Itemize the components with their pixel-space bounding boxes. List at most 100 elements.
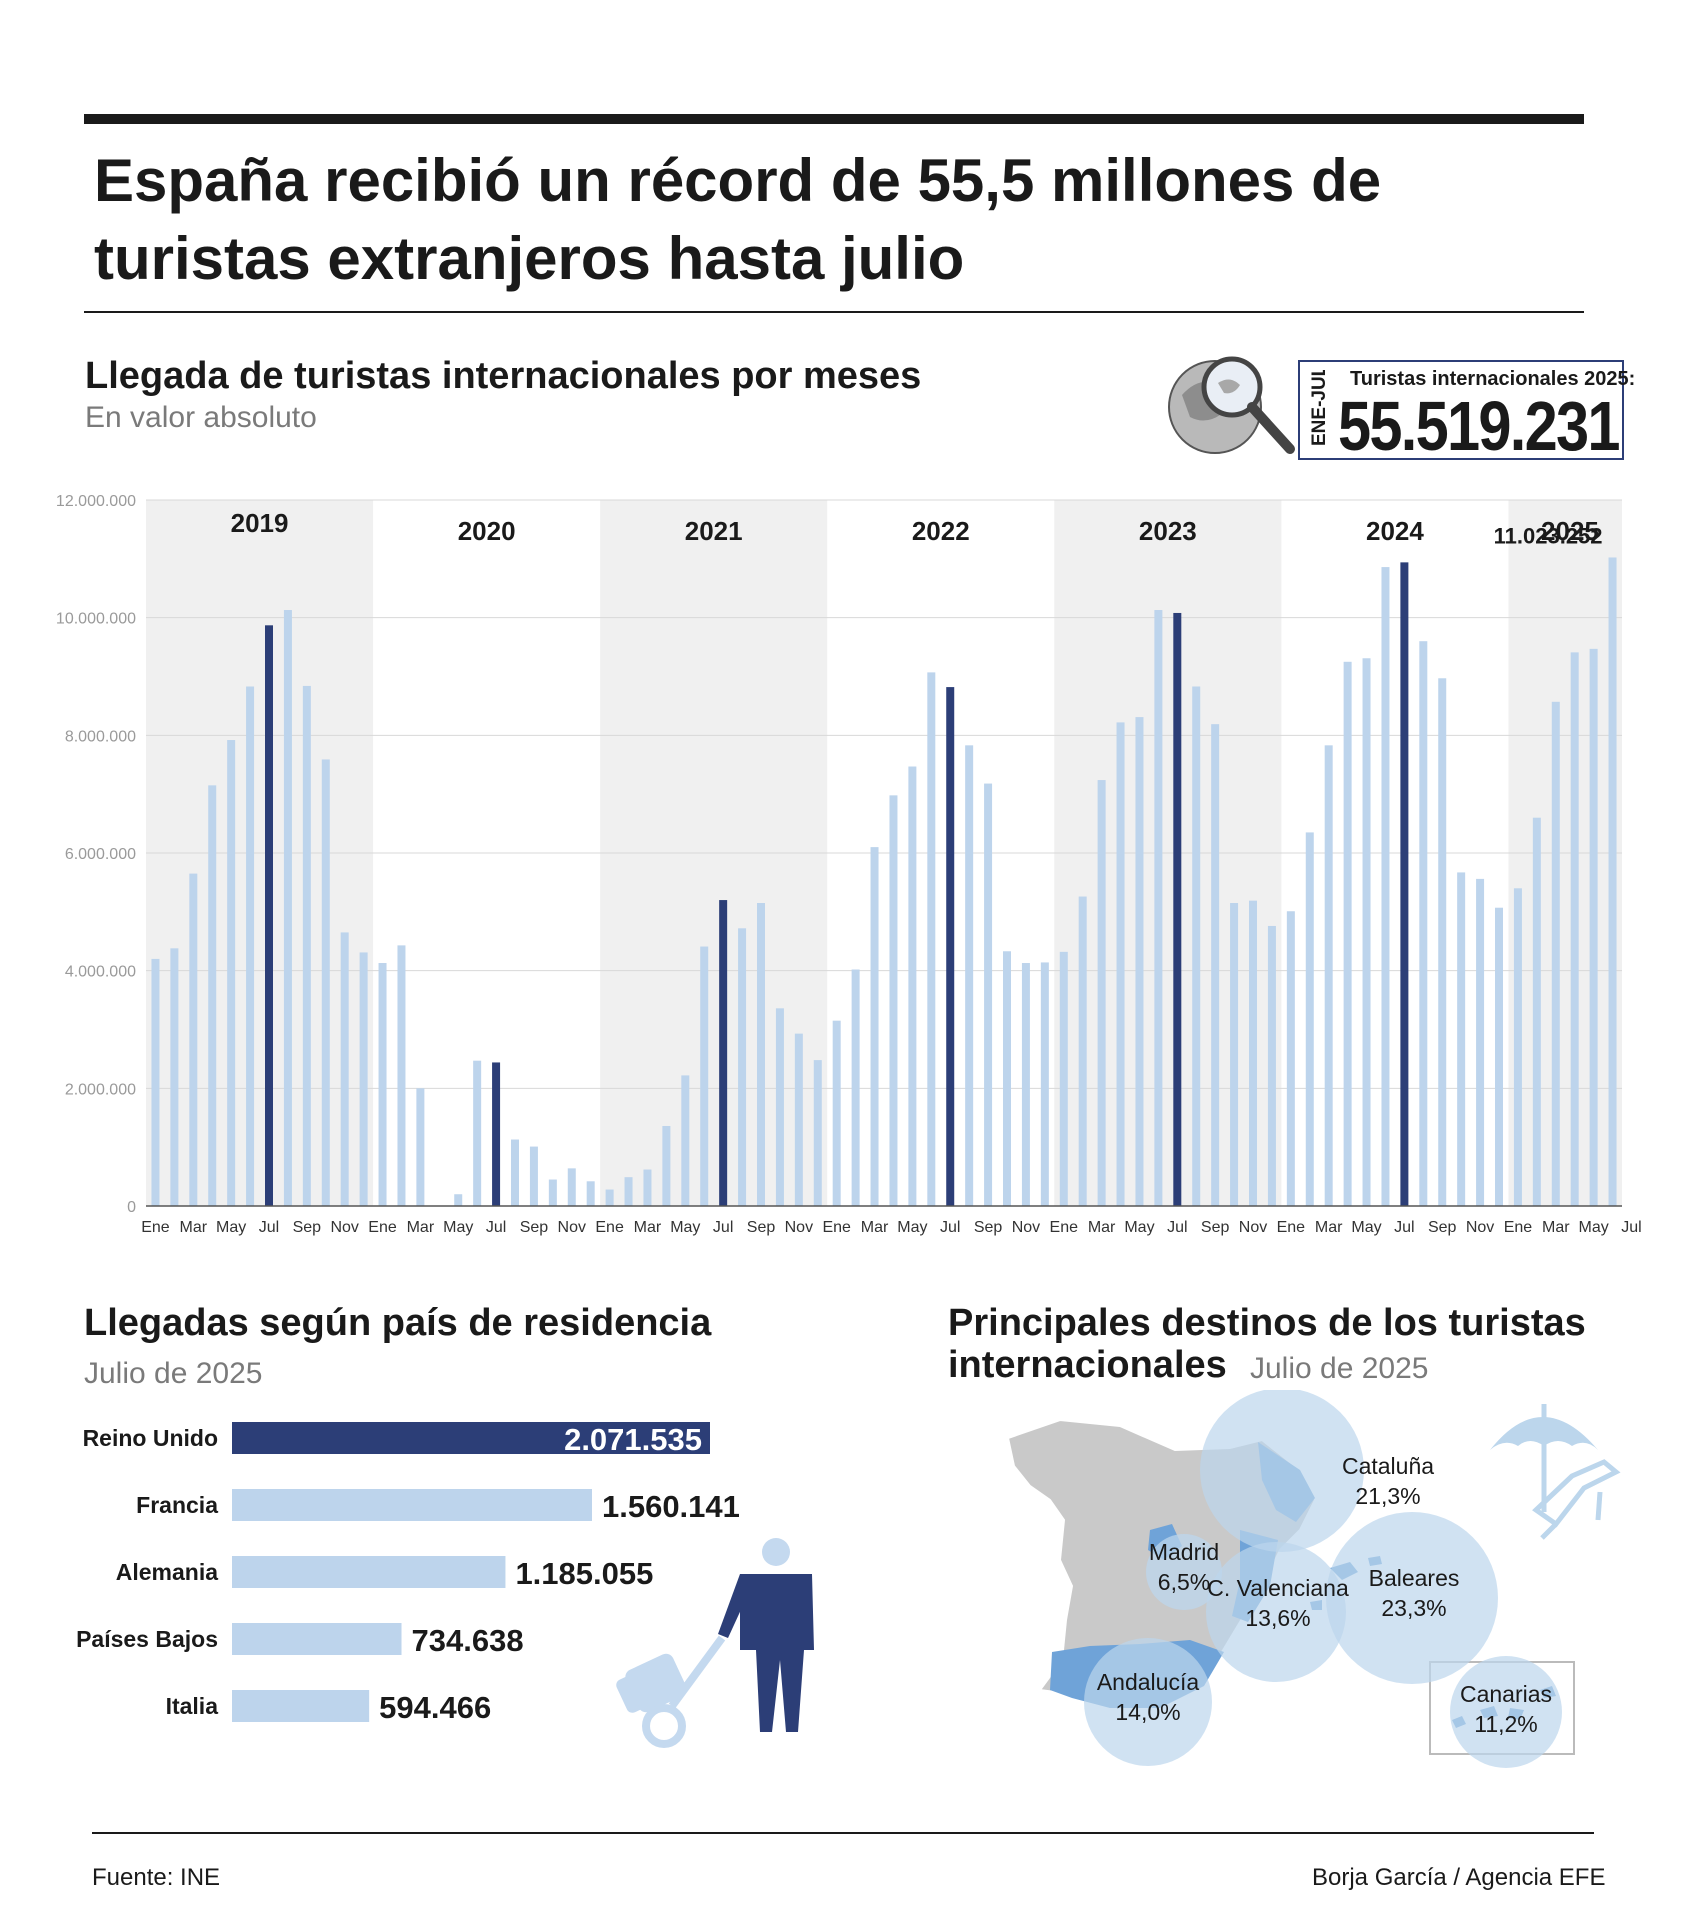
bar	[870, 847, 879, 1206]
destinations-title-line2: internacionales	[948, 1344, 1227, 1386]
x-tick-label: Nov	[330, 1219, 358, 1236]
bar	[1286, 911, 1295, 1206]
bar	[851, 969, 860, 1206]
x-tick-label: Sep	[1428, 1219, 1457, 1236]
bar-july	[946, 687, 955, 1206]
traveller-icon	[616, 1538, 814, 1748]
bar	[1230, 903, 1239, 1206]
bar	[1267, 925, 1276, 1206]
x-tick-label: Mar	[407, 1219, 435, 1236]
country-bar	[232, 1422, 710, 1454]
destination-name: Canarias	[1460, 1681, 1552, 1707]
x-tick-label: Ene	[822, 1219, 851, 1236]
bar	[813, 1060, 822, 1206]
bar	[170, 948, 179, 1206]
bar	[359, 952, 368, 1206]
bar	[1059, 951, 1068, 1206]
title-rule	[84, 311, 1584, 313]
y-tick-label: 6.000.000	[65, 846, 136, 863]
x-tick-label: May	[670, 1219, 700, 1236]
bar	[1532, 817, 1541, 1206]
bar	[927, 672, 936, 1206]
bar-july	[719, 900, 728, 1206]
bar	[1021, 963, 1030, 1206]
country-bar	[232, 1556, 506, 1588]
bar	[321, 759, 330, 1206]
country-value-label: 1.560.141	[602, 1489, 740, 1524]
country-value-label: 2.071.535	[564, 1422, 702, 1457]
bar	[908, 766, 917, 1206]
x-tick-label: Mar	[861, 1219, 889, 1236]
x-tick-label: Ene	[595, 1219, 624, 1236]
x-tick-label: Jul	[1167, 1219, 1187, 1236]
x-tick-label: Ene	[368, 1219, 397, 1236]
bar	[1381, 567, 1390, 1206]
bar	[511, 1139, 519, 1206]
country-label: Países Bajos	[76, 1626, 218, 1652]
bar	[1078, 896, 1087, 1206]
x-tick-label: Sep	[974, 1219, 1003, 1236]
bar	[529, 1146, 538, 1206]
country-value-label: 734.638	[412, 1623, 524, 1658]
bar	[757, 903, 765, 1206]
bubble-madrid	[1146, 1534, 1222, 1610]
x-tick-label: Jul	[1394, 1219, 1414, 1236]
bar	[889, 795, 898, 1206]
bar	[1608, 557, 1617, 1206]
destination-percent: 14,0%	[1115, 1699, 1180, 1725]
bar	[1551, 701, 1560, 1206]
bar	[605, 1189, 614, 1206]
x-tick-label: Ene	[141, 1219, 170, 1236]
destinations-subtitle: Julio de 2025	[1250, 1352, 1429, 1385]
x-tick-label: Sep	[747, 1219, 776, 1236]
bar	[643, 1169, 652, 1206]
last-bar-annotation: 11.023.252	[1494, 523, 1603, 548]
destinations-title: Principales destinos de los turistas	[948, 1302, 1586, 1344]
x-tick-label: Ene	[1277, 1219, 1306, 1236]
destinations-map: Cataluña 21,3% Madrid 6,5%C. Valenciana 13,6…	[1006, 1390, 1575, 1768]
bubble-canarias	[1450, 1656, 1562, 1768]
monthly-chart-subtitle: En valor absoluto	[85, 401, 317, 434]
bar	[246, 686, 255, 1206]
bar	[965, 745, 974, 1206]
bar	[227, 740, 236, 1206]
destination-name: Cataluña	[1342, 1453, 1434, 1479]
year-label: 2019	[231, 508, 289, 538]
bar	[1003, 951, 1011, 1206]
x-tick-label: Mar	[180, 1219, 208, 1236]
destination-name: Baleares	[1369, 1565, 1460, 1591]
bar	[681, 1075, 690, 1206]
x-tick-label: May	[1124, 1219, 1154, 1236]
bar	[151, 958, 160, 1206]
country-bar	[232, 1489, 592, 1521]
y-tick-label: 4.000.000	[65, 964, 136, 981]
bar	[662, 1125, 671, 1206]
country-label: Alemania	[116, 1559, 218, 1585]
footer-rule	[92, 1832, 1594, 1834]
bar	[340, 932, 349, 1206]
country-label: Francia	[136, 1492, 218, 1518]
x-tick-label: May	[1351, 1219, 1381, 1236]
x-tick-label: Sep	[1201, 1219, 1230, 1236]
total-value: 55.519.231	[1338, 387, 1620, 465]
bar	[1040, 962, 1049, 1206]
bubble-baleares	[1326, 1512, 1498, 1684]
x-tick-label: Mar	[1315, 1219, 1343, 1236]
country-bar	[232, 1623, 402, 1655]
bar	[586, 1181, 595, 1206]
bar	[1324, 745, 1333, 1206]
bar	[1211, 724, 1220, 1206]
x-tick-label: Nov	[558, 1219, 586, 1236]
bar	[1343, 661, 1352, 1206]
top-rule	[84, 114, 1584, 124]
bar	[1589, 648, 1598, 1206]
x-tick-label: May	[443, 1219, 473, 1236]
total-box	[1298, 360, 1624, 460]
country-label: Reino Unido	[83, 1425, 218, 1451]
year-label: 2023	[1139, 516, 1197, 546]
country-value-label: 594.466	[379, 1690, 491, 1725]
destination-percent: 11,2%	[1474, 1711, 1538, 1737]
globe-magnifier-icon	[1168, 356, 1295, 454]
countries-title: Llegadas según país de residencia	[84, 1302, 712, 1344]
bar	[567, 1168, 576, 1206]
